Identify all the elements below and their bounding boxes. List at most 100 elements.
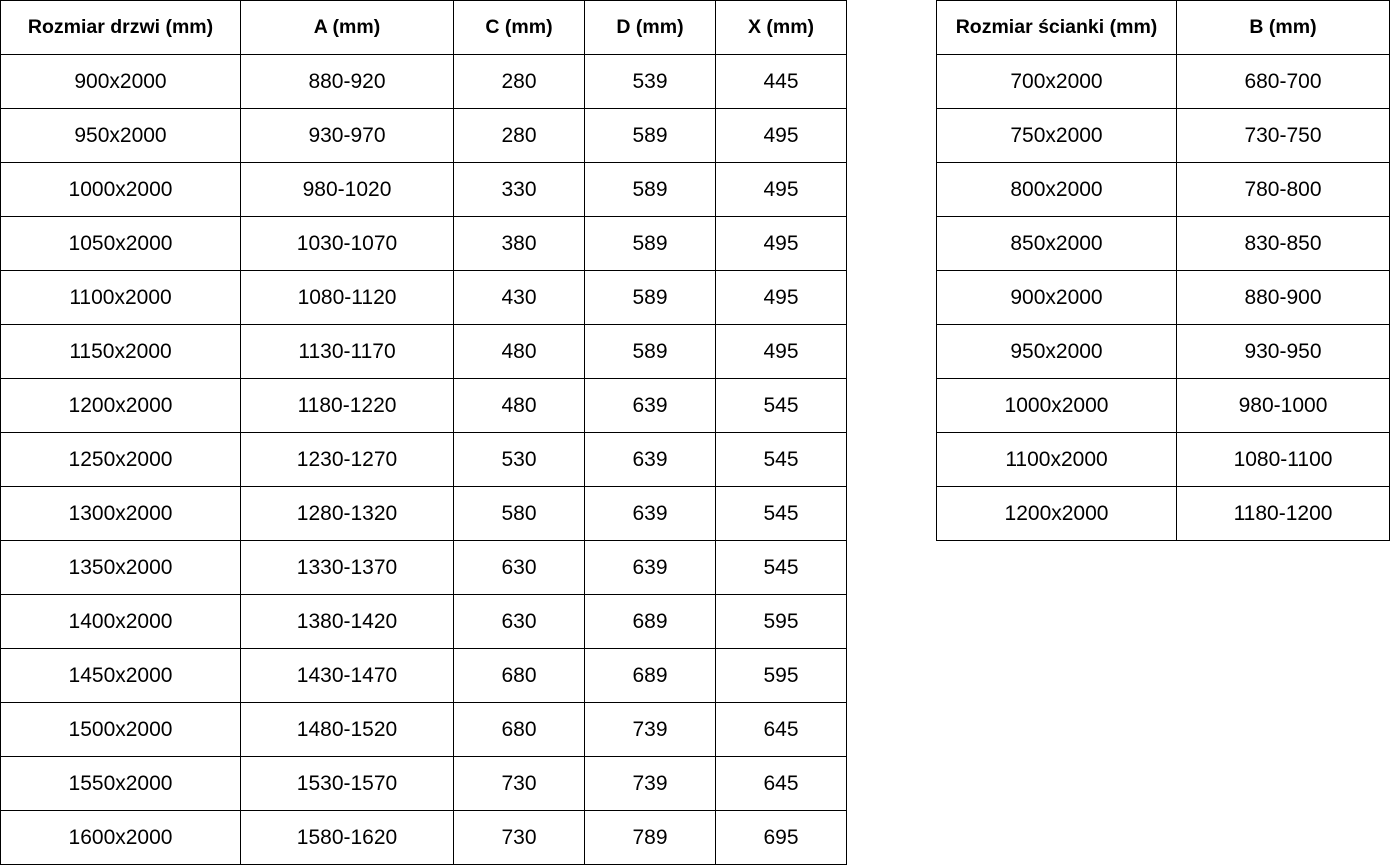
table-cell: 445	[715, 54, 847, 109]
table-cell: 800x2000	[936, 162, 1177, 217]
table-row: 1500x2000 1480-1520 680 739 645	[0, 702, 847, 757]
table-cell: 1280-1320	[240, 486, 454, 541]
table-row: 800x2000 780-800	[936, 162, 1390, 217]
table-cell: 639	[584, 378, 716, 433]
table-cell: 850x2000	[936, 216, 1177, 271]
table-cell: 495	[715, 108, 847, 163]
table-cell: 1600x2000	[0, 810, 241, 865]
table-cell: 530	[453, 432, 585, 487]
table-cell: 1000x2000	[936, 378, 1177, 433]
table-cell: 1080-1120	[240, 270, 454, 325]
table-cell: 545	[715, 432, 847, 487]
table-cell: 589	[584, 270, 716, 325]
table-row: 1050x2000 1030-1070 380 589 495	[0, 216, 847, 271]
table-cell: 495	[715, 270, 847, 325]
table-row: 1000x2000 980-1020 330 589 495	[0, 162, 847, 217]
table-cell: 750x2000	[936, 108, 1177, 163]
table-cell: 280	[453, 108, 585, 163]
table-cell: 980-1020	[240, 162, 454, 217]
table-cell: 495	[715, 216, 847, 271]
table-cell: 1450x2000	[0, 648, 241, 703]
wall-size-table: Rozmiar ścianki (mm) B (mm) 700x2000 680-70…	[936, 0, 1390, 541]
column-header: X (mm)	[715, 0, 847, 55]
table-cell: 880-920	[240, 54, 454, 109]
table-cell: 1030-1070	[240, 216, 454, 271]
table-cell: 589	[584, 216, 716, 271]
table-cell: 495	[715, 324, 847, 379]
table-cell: 1250x2000	[0, 432, 241, 487]
table-row: 1200x2000 1180-1220 480 639 545	[0, 378, 847, 433]
table-cell: 1080-1100	[1176, 432, 1390, 487]
table-cell: 480	[453, 378, 585, 433]
table-cell: 1580-1620	[240, 810, 454, 865]
table-cell: 639	[584, 486, 716, 541]
table-cell: 789	[584, 810, 716, 865]
table-cell: 900x2000	[936, 270, 1177, 325]
table-cell: 1000x2000	[0, 162, 241, 217]
table-row: 1100x2000 1080-1120 430 589 495	[0, 270, 847, 325]
table-row: 850x2000 830-850	[936, 216, 1390, 271]
table-row: 700x2000 680-700	[936, 54, 1390, 109]
table-cell: 630	[453, 540, 585, 595]
table-cell: 950x2000	[936, 324, 1177, 379]
table-cell: 1530-1570	[240, 756, 454, 811]
table-cell: 639	[584, 540, 716, 595]
table-cell: 1180-1220	[240, 378, 454, 433]
table-row: 1350x2000 1330-1370 630 639 545	[0, 540, 847, 595]
table-row: 1150x2000 1130-1170 480 589 495	[0, 324, 847, 379]
table-cell: 595	[715, 594, 847, 649]
table-cell: 595	[715, 648, 847, 703]
column-header: A (mm)	[240, 0, 454, 55]
table-cell: 430	[453, 270, 585, 325]
table-cell: 739	[584, 702, 716, 757]
table-row: 1300x2000 1280-1320 580 639 545	[0, 486, 847, 541]
table-cell: 1430-1470	[240, 648, 454, 703]
table-cell: 700x2000	[936, 54, 1177, 109]
table-row: 750x2000 730-750	[936, 108, 1390, 163]
table-cell: 830-850	[1176, 216, 1390, 271]
table-cell: 689	[584, 594, 716, 649]
table-cell: 589	[584, 324, 716, 379]
table-cell: 1180-1200	[1176, 486, 1390, 541]
table-cell: 539	[584, 54, 716, 109]
column-header: Rozmiar ścianki (mm)	[936, 0, 1177, 55]
table-cell: 1050x2000	[0, 216, 241, 271]
table-cell: 545	[715, 378, 847, 433]
table-cell: 680	[453, 648, 585, 703]
table-cell: 645	[715, 702, 847, 757]
table-row: 1100x2000 1080-1100	[936, 432, 1390, 487]
table-cell: 1500x2000	[0, 702, 241, 757]
table-cell: 1350x2000	[0, 540, 241, 595]
table-cell: 1330-1370	[240, 540, 454, 595]
table-cell: 730	[453, 810, 585, 865]
table-cell: 689	[584, 648, 716, 703]
table-cell: 780-800	[1176, 162, 1390, 217]
table-cell: 695	[715, 810, 847, 865]
table-cell: 545	[715, 486, 847, 541]
column-header: C (mm)	[453, 0, 585, 55]
table-cell: 739	[584, 756, 716, 811]
table-cell: 580	[453, 486, 585, 541]
table-cell: 730-750	[1176, 108, 1390, 163]
table-cell: 980-1000	[1176, 378, 1390, 433]
header-row: Rozmiar ścianki (mm) B (mm)	[936, 0, 1390, 55]
table-cell: 1150x2000	[0, 324, 241, 379]
table-cell: 589	[584, 162, 716, 217]
table-cell: 480	[453, 324, 585, 379]
table-row: 1550x2000 1530-1570 730 739 645	[0, 756, 847, 811]
table-row: 1450x2000 1430-1470 680 689 595	[0, 648, 847, 703]
table-row: 900x2000 880-920 280 539 445	[0, 54, 847, 109]
table-row: 950x2000 930-970 280 589 495	[0, 108, 847, 163]
table-cell: 330	[453, 162, 585, 217]
column-header: Rozmiar drzwi (mm)	[0, 0, 241, 55]
door-size-table: Rozmiar drzwi (mm) A (mm) C (mm) D (mm) X (m…	[0, 0, 847, 865]
table-cell: 930-950	[1176, 324, 1390, 379]
table-cell: 1380-1420	[240, 594, 454, 649]
table-row: 1400x2000 1380-1420 630 689 595	[0, 594, 847, 649]
table-cell: 545	[715, 540, 847, 595]
table-cell: 900x2000	[0, 54, 241, 109]
table-row: 950x2000 930-950	[936, 324, 1390, 379]
table-cell: 730	[453, 756, 585, 811]
table-cell: 380	[453, 216, 585, 271]
table-cell: 680-700	[1176, 54, 1390, 109]
